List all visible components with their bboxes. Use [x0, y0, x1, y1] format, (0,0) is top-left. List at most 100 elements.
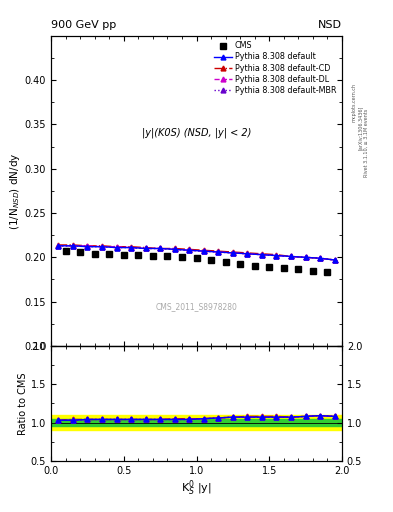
- Pythia 8.308 default-CD: [245, 250, 250, 256]
- Pythia 8.308 default-MBR: [216, 249, 221, 255]
- Pythia 8.308 default-CD: [100, 243, 105, 249]
- Pythia 8.308 default-DL: [202, 248, 206, 254]
- CMS: [136, 251, 141, 258]
- Text: |y|(K0S) (NSD, |y| < 2): |y|(K0S) (NSD, |y| < 2): [142, 127, 251, 138]
- Pythia 8.308 default: [187, 247, 192, 253]
- CMS: [238, 261, 242, 267]
- Pythia 8.308 default-MBR: [85, 244, 90, 250]
- Pythia 8.308 default: [274, 252, 279, 259]
- CMS: [252, 263, 257, 269]
- CMS: [209, 257, 213, 263]
- Pythia 8.308 default-MBR: [289, 253, 294, 260]
- CMS: [281, 265, 286, 271]
- Pythia 8.308 default: [71, 243, 75, 249]
- Pythia 8.308 default-CD: [56, 242, 61, 248]
- Pythia 8.308 default: [231, 250, 235, 256]
- Pythia 8.308 default-MBR: [245, 251, 250, 257]
- Pythia 8.308 default-DL: [129, 245, 134, 251]
- Line: Pythia 8.308 default-CD: Pythia 8.308 default-CD: [56, 243, 337, 263]
- CMS: [223, 259, 228, 265]
- Pythia 8.308 default-DL: [245, 251, 250, 257]
- Pythia 8.308 default-DL: [71, 243, 75, 249]
- Pythia 8.308 default-MBR: [143, 245, 148, 251]
- Pythia 8.308 default-MBR: [114, 245, 119, 251]
- Pythia 8.308 default: [129, 245, 134, 251]
- Bar: [51, 419, 342, 426]
- Pythia 8.308 default-MBR: [318, 255, 323, 261]
- Legend: CMS, Pythia 8.308 default, Pythia 8.308 default-CD, Pythia 8.308 default-DL, Pyt: CMS, Pythia 8.308 default, Pythia 8.308 …: [212, 40, 338, 96]
- Pythia 8.308 default-DL: [158, 245, 163, 251]
- Pythia 8.308 default-DL: [114, 244, 119, 250]
- Pythia 8.308 default-DL: [56, 243, 61, 249]
- Pythia 8.308 default-CD: [260, 251, 264, 257]
- CMS: [78, 249, 83, 255]
- Pythia 8.308 default-DL: [289, 253, 294, 260]
- Pythia 8.308 default-CD: [143, 245, 148, 251]
- CMS: [121, 251, 126, 258]
- Pythia 8.308 default-DL: [216, 249, 221, 255]
- CMS: [63, 248, 68, 254]
- CMS: [92, 251, 97, 257]
- Pythia 8.308 default: [332, 257, 337, 263]
- CMS: [325, 269, 330, 275]
- Text: Rivet 3.1.10, ≥ 3.1M events: Rivet 3.1.10, ≥ 3.1M events: [364, 109, 369, 178]
- Pythia 8.308 default-MBR: [332, 257, 337, 263]
- Pythia 8.308 default-CD: [274, 251, 279, 258]
- Pythia 8.308 default-CD: [289, 253, 294, 260]
- CMS: [296, 266, 301, 272]
- CMS: [194, 255, 199, 261]
- Pythia 8.308 default: [173, 246, 177, 252]
- CMS: [151, 252, 155, 259]
- Pythia 8.308 default: [216, 249, 221, 255]
- Pythia 8.308 default-DL: [100, 244, 105, 250]
- Pythia 8.308 default-MBR: [187, 247, 192, 253]
- Pythia 8.308 default-MBR: [274, 252, 279, 259]
- Y-axis label: Ratio to CMS: Ratio to CMS: [18, 372, 28, 435]
- Text: [arXiv:1306.3436]: [arXiv:1306.3436]: [358, 106, 363, 150]
- Pythia 8.308 default-MBR: [173, 246, 177, 252]
- Line: CMS: CMS: [62, 248, 331, 275]
- Pythia 8.308 default: [143, 245, 148, 251]
- Pythia 8.308 default: [260, 251, 264, 258]
- Pythia 8.308 default-DL: [318, 255, 323, 261]
- Pythia 8.308 default-CD: [114, 244, 119, 250]
- Pythia 8.308 default-DL: [260, 251, 264, 258]
- Pythia 8.308 default-DL: [187, 247, 192, 253]
- Bar: [51, 415, 342, 430]
- Pythia 8.308 default-CD: [202, 247, 206, 253]
- Pythia 8.308 default-CD: [318, 255, 323, 261]
- Pythia 8.308 default-MBR: [71, 243, 75, 249]
- Pythia 8.308 default: [245, 251, 250, 257]
- Pythia 8.308 default: [56, 243, 61, 249]
- Pythia 8.308 default: [100, 244, 105, 250]
- Pythia 8.308 default-MBR: [231, 250, 235, 256]
- Pythia 8.308 default-MBR: [129, 245, 134, 251]
- Pythia 8.308 default-MBR: [303, 254, 308, 261]
- Pythia 8.308 default-MBR: [260, 251, 264, 258]
- Text: NSD: NSD: [318, 19, 342, 30]
- Line: Pythia 8.308 default-MBR: Pythia 8.308 default-MBR: [56, 243, 337, 263]
- Pythia 8.308 default-DL: [231, 250, 235, 256]
- X-axis label: K$_S^0$ |y|: K$_S^0$ |y|: [181, 478, 212, 498]
- Pythia 8.308 default: [158, 245, 163, 251]
- CMS: [107, 251, 112, 257]
- Pythia 8.308 default-DL: [332, 257, 337, 263]
- CMS: [310, 268, 315, 274]
- Pythia 8.308 default-MBR: [56, 243, 61, 249]
- Pythia 8.308 default-CD: [158, 245, 163, 251]
- Pythia 8.308 default: [202, 248, 206, 254]
- Pythia 8.308 default: [114, 245, 119, 251]
- Pythia 8.308 default-CD: [85, 243, 90, 249]
- Pythia 8.308 default-CD: [332, 257, 337, 263]
- Pythia 8.308 default: [303, 254, 308, 261]
- Pythia 8.308 default-CD: [173, 245, 177, 251]
- Pythia 8.308 default-CD: [129, 244, 134, 250]
- Line: Pythia 8.308 default-DL: Pythia 8.308 default-DL: [56, 243, 337, 263]
- Pythia 8.308 default: [289, 253, 294, 260]
- Pythia 8.308 default-DL: [303, 254, 308, 261]
- Pythia 8.308 default-DL: [85, 243, 90, 249]
- Pythia 8.308 default-CD: [303, 254, 308, 261]
- Pythia 8.308 default-MBR: [100, 244, 105, 250]
- Pythia 8.308 default-CD: [231, 249, 235, 255]
- Text: mcplots.cern.ch: mcplots.cern.ch: [352, 83, 357, 122]
